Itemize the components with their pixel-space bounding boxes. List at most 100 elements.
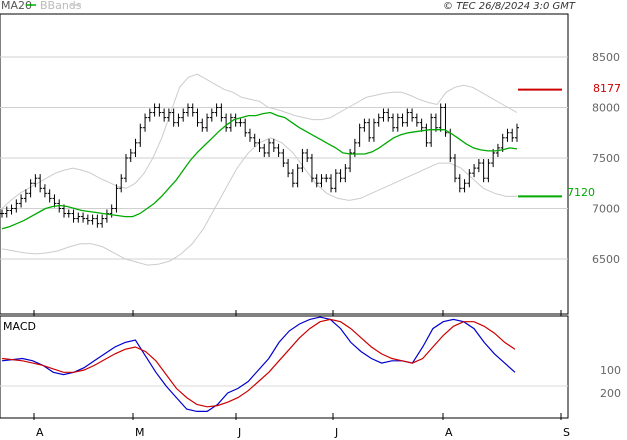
candle [333,169,338,193]
macd-y-tick-label: 200 [600,387,621,400]
candle [257,138,262,152]
candle [319,174,324,188]
price-grid [0,56,568,260]
candle [462,179,467,193]
candle [305,148,310,163]
candle [357,123,362,147]
price-panel [0,13,569,315]
legend-bbands: BBands [40,0,82,12]
signal-line [1,318,516,408]
candle [0,209,4,218]
candle [371,118,376,142]
price-y-axis: 6500 7000 7500 8000 8500 [592,51,620,266]
candle [219,103,224,122]
candle [76,212,81,223]
bb-upper-line [1,73,518,209]
candle [515,123,519,142]
candle [362,118,367,132]
candle [324,174,329,183]
candle [400,113,405,127]
candle [314,174,319,188]
candle [71,209,76,223]
candle [262,143,267,157]
resistance-level-label: 8177 [593,82,621,95]
candle [209,108,214,122]
candle [52,194,57,208]
candle [185,103,190,117]
candle [157,103,162,117]
candle [14,199,19,213]
ma20-line [1,111,518,230]
candle [42,184,47,198]
x-month-label: J [334,426,338,439]
candle [395,113,400,132]
candle [109,204,114,218]
candle [500,133,505,152]
candle [376,113,381,127]
candle [329,174,334,193]
candle [152,103,157,117]
macd-y-tick-label: 100 [600,364,621,377]
x-month-label: S [563,426,570,439]
candle [128,148,133,163]
price-candles [0,103,519,228]
x-month-label: J [237,426,241,439]
candle [119,174,124,193]
candle [181,108,186,122]
candle [90,214,95,225]
candle [276,143,281,157]
candle [214,103,219,117]
candle [114,184,119,213]
candle [190,103,195,117]
candle [286,159,291,178]
candle [338,169,343,183]
macd-lines [1,316,516,412]
legend-ma20: MA20 [1,0,32,12]
candle [162,108,167,122]
candle [405,108,410,127]
candle [414,113,419,127]
candle [28,179,33,198]
candle [491,148,496,168]
candle [143,113,148,132]
candle [309,153,314,183]
candle [205,113,210,132]
macd-panel [0,315,569,419]
candle [233,113,238,127]
candle [290,169,295,188]
candle [247,128,252,142]
x-month-label: A [36,426,44,439]
candle [9,204,14,215]
candle [410,108,415,122]
candle [100,214,105,228]
candle [391,113,396,132]
candle [476,159,481,173]
candle [133,138,138,157]
x-month-label: A [445,426,453,439]
candle [510,128,515,142]
candle [281,148,286,168]
candle [38,174,43,193]
x-month-label: M [135,426,145,439]
candle [123,153,128,183]
candle [505,128,510,142]
candle [81,212,86,223]
candle [481,159,486,183]
candle [95,214,100,228]
candle [486,159,491,183]
candle [419,118,424,132]
candle [424,123,429,147]
candle [295,164,300,188]
candle [252,133,257,147]
ma20-polyline [1,111,518,230]
candle [343,164,348,183]
macd-line [1,316,516,412]
candle [224,113,229,132]
candle [243,118,248,137]
candle [438,103,443,132]
candle [138,123,143,147]
candle [47,189,52,203]
candle [271,138,276,152]
candle [200,118,205,132]
